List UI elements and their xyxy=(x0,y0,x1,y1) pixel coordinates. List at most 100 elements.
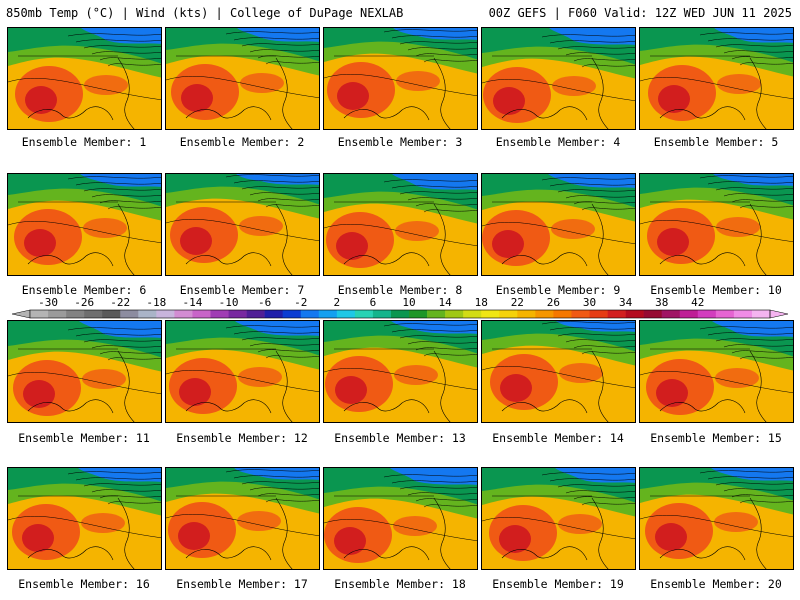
colorbar-tick-label: 22 xyxy=(511,296,524,309)
colorbar-swatch xyxy=(282,310,302,318)
colorbar-tick-label: -22 xyxy=(110,296,130,309)
colorbar-tick-label: -6 xyxy=(258,296,271,309)
ensemble-member-label: Ensemble Member: 14 xyxy=(492,431,624,445)
colorbar-max-arrow xyxy=(769,309,789,319)
colorbar-swatch xyxy=(102,310,121,318)
colorbar-swatch xyxy=(66,310,85,318)
colorbar-swatch xyxy=(535,310,554,318)
ensemble-member-map xyxy=(7,27,162,130)
ensemble-member-label: Ensemble Member: 7 xyxy=(179,283,305,297)
ensemble-member-label: Ensemble Member: 13 xyxy=(334,431,466,445)
ensemble-member-map xyxy=(165,27,320,130)
ensemble-member-label: Ensemble Member: 2 xyxy=(179,135,305,149)
ensemble-member-label: Ensemble Member: 6 xyxy=(21,283,147,297)
colorbar-swatch xyxy=(589,310,608,318)
colorbar-frame xyxy=(29,309,771,319)
colorbar-swatch xyxy=(156,310,175,318)
colorbar-tick-label: 18 xyxy=(475,296,488,309)
ensemble-member-label: Ensemble Member: 3 xyxy=(337,135,463,149)
colorbar-tick-label: -14 xyxy=(183,296,203,309)
ensemble-member-map xyxy=(639,27,794,130)
colorbar-swatch xyxy=(318,310,338,318)
colorbar-tick-label: -30 xyxy=(38,296,58,309)
ensemble-member-map xyxy=(639,467,794,570)
colorbar-swatch xyxy=(48,310,67,318)
ensemble-member-map xyxy=(481,467,636,570)
colorbar-swatch xyxy=(697,310,717,318)
ensemble-member-map xyxy=(7,320,162,423)
ensemble-member-map xyxy=(165,320,320,423)
ensemble-member-label: Ensemble Member: 8 xyxy=(337,283,463,297)
colorbar-swatch xyxy=(210,310,229,318)
colorbar-swatch xyxy=(264,310,283,318)
colorbar-swatch xyxy=(228,310,247,318)
colorbar-tick-label: -2 xyxy=(294,296,307,309)
ensemble-member-map xyxy=(165,173,320,276)
colorbar-swatch xyxy=(120,310,139,318)
colorbar-swatch xyxy=(84,310,103,318)
ensemble-member-label: Ensemble Member: 18 xyxy=(334,577,466,591)
ensemble-member-label: Ensemble Member: 12 xyxy=(176,431,308,445)
colorbar-tick-label: -10 xyxy=(219,296,239,309)
ensemble-member-map xyxy=(323,173,478,276)
ensemble-member-map xyxy=(7,467,162,570)
ensemble-member-map xyxy=(165,467,320,570)
ensemble-member-map xyxy=(639,320,794,423)
colorbar-swatch xyxy=(517,310,536,318)
colorbar-swatch xyxy=(481,310,500,318)
colorbar-tick-label: -26 xyxy=(74,296,94,309)
ensemble-member-label: Ensemble Member: 15 xyxy=(650,431,782,445)
colorbar-swatch xyxy=(409,310,428,318)
ensemble-member-map xyxy=(323,320,478,423)
colorbar-tick-label: 30 xyxy=(583,296,596,309)
colorbar-tick-label: -18 xyxy=(146,296,166,309)
ensemble-member-map xyxy=(323,27,478,130)
colorbar-min-arrow xyxy=(11,309,31,319)
colorbar-tick-label: 6 xyxy=(370,296,377,309)
ensemble-member-label: Ensemble Member: 1 xyxy=(21,135,147,149)
colorbar-swatch xyxy=(174,310,193,318)
colorbar-tick-label: 2 xyxy=(334,296,341,309)
ensemble-member-map xyxy=(323,467,478,570)
colorbar-swatch xyxy=(300,310,320,318)
colorbar-swatch xyxy=(661,310,681,318)
colorbar-tick-label: 26 xyxy=(547,296,560,309)
colorbar-swatch xyxy=(679,310,699,318)
colorbar-swatch xyxy=(463,310,482,318)
colorbar-swatch xyxy=(499,310,518,318)
header-title-right: 00Z GEFS | F060 Valid: 12Z WED JUN 11 20… xyxy=(488,6,792,20)
colorbar-swatch xyxy=(715,310,735,318)
ensemble-member-label: Ensemble Member: 11 xyxy=(18,431,150,445)
ensemble-member-map xyxy=(639,173,794,276)
ensemble-member-label: Ensemble Member: 4 xyxy=(495,135,621,149)
colorbar-swatch xyxy=(553,310,572,318)
header-title-left: 850mb Temp (°C) | Wind (kts) | College o… xyxy=(6,6,404,20)
colorbar-tick-label: 34 xyxy=(619,296,633,309)
ensemble-member-label: Ensemble Member: 17 xyxy=(176,577,308,591)
colorbar-tick-label: 38 xyxy=(655,296,668,309)
colorbar-swatch xyxy=(138,310,157,318)
ensemble-member-label: Ensemble Member: 20 xyxy=(650,577,782,591)
colorbar-tick-label: 14 xyxy=(438,296,452,309)
ensemble-member-map xyxy=(7,173,162,276)
ensemble-member-label: Ensemble Member: 5 xyxy=(653,135,779,149)
ensemble-member-label: Ensemble Member: 19 xyxy=(492,577,624,591)
ensemble-member-label: Ensemble Member: 16 xyxy=(18,577,150,591)
colorbar-swatch xyxy=(751,310,771,318)
colorbar-swatch xyxy=(30,310,49,318)
colorbar-swatch xyxy=(643,310,663,318)
colorbar-swatch xyxy=(390,310,410,318)
colorbar-swatch xyxy=(336,310,356,318)
colorbar-swatch xyxy=(372,310,392,318)
colorbar-tick-label: 42 xyxy=(691,296,704,309)
colorbar-swatch xyxy=(625,310,644,318)
colorbar-tick-label: 10 xyxy=(402,296,415,309)
colorbar-swatch xyxy=(607,310,626,318)
temperature-colorbar: -30 -26 -22 -18 -14 -10 -6 -2 2 6 10 14 18 22 26 30 34 38… xyxy=(11,296,789,319)
ensemble-member-map xyxy=(481,173,636,276)
ensemble-member-label: Ensemble Member: 9 xyxy=(495,283,621,297)
colorbar-swatch xyxy=(427,310,446,318)
ensemble-member-map xyxy=(481,320,636,423)
colorbar-swatch xyxy=(733,310,753,318)
ensemble-member-label: Ensemble Member: 10 xyxy=(650,283,782,297)
